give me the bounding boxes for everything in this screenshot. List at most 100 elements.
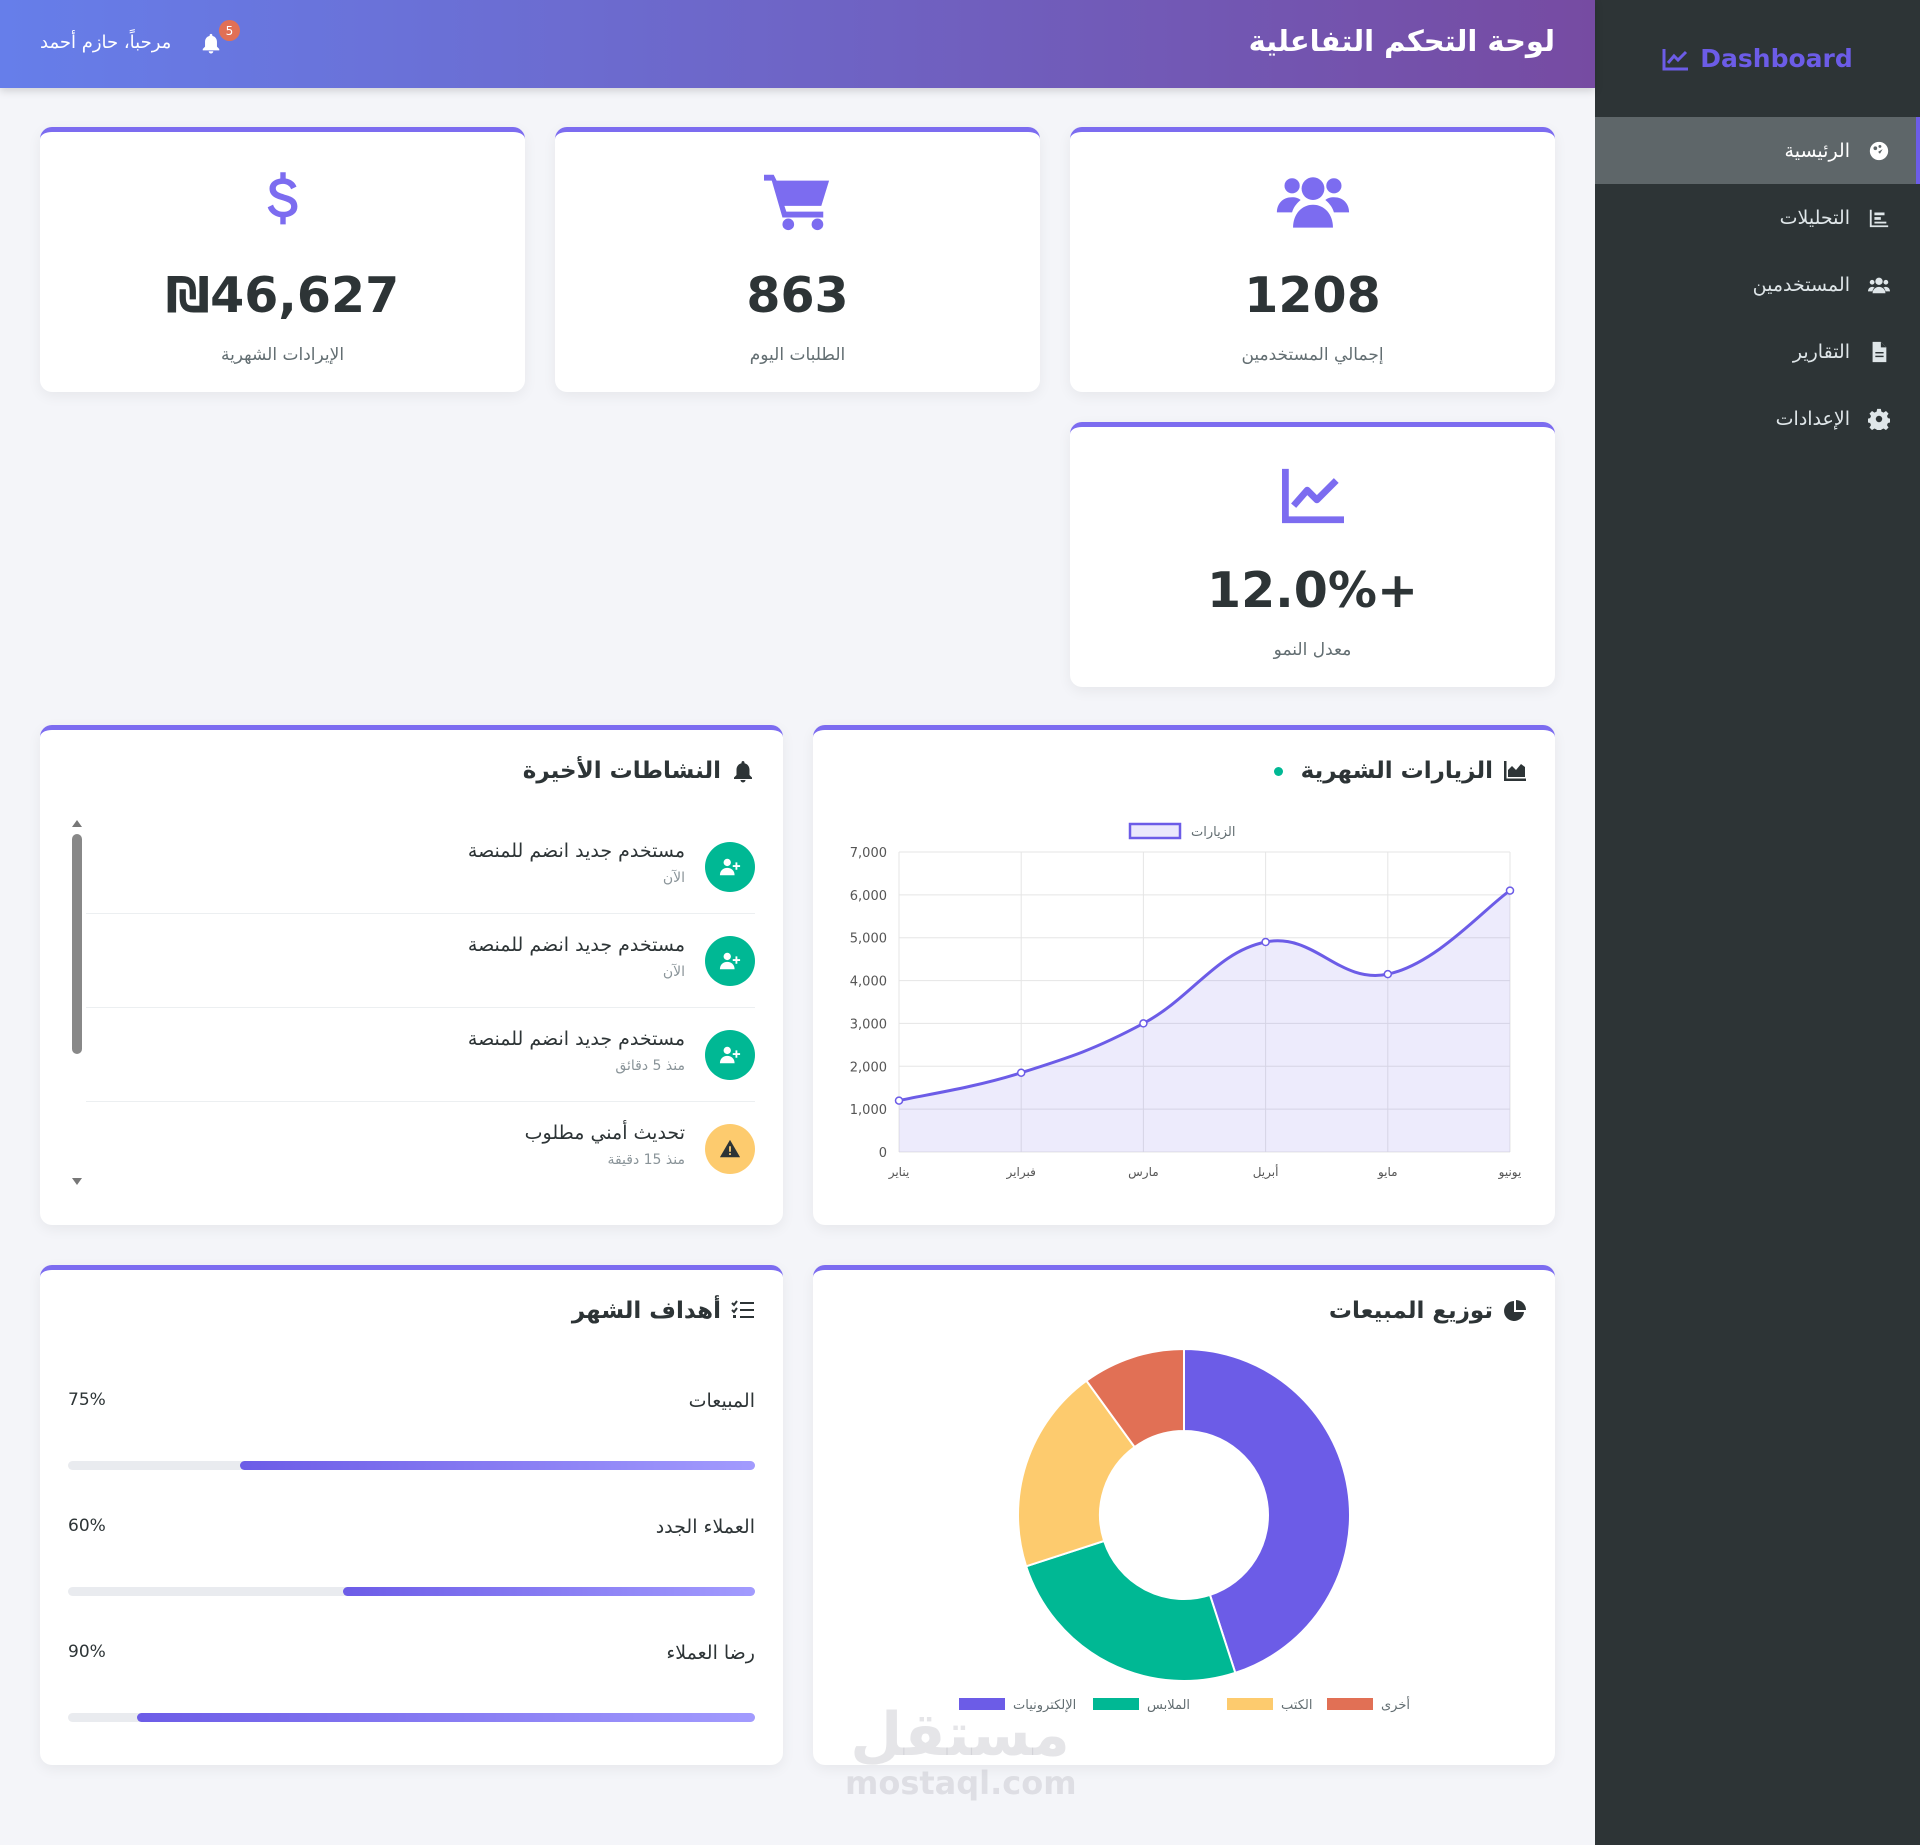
users-icon	[1276, 177, 1349, 228]
list-item[interactable]: تحديث أمني مطلوب منذ 15 دقيقة	[86, 1102, 755, 1196]
sidebar-item-label: التحليلات	[1779, 206, 1850, 229]
data-point[interactable]	[894, 1096, 904, 1105]
sidebar-item-analytics[interactable]: التحليلات	[1595, 184, 1920, 251]
dollar-icon	[267, 172, 297, 225]
stat-value: ₪46,627	[165, 267, 400, 324]
user-greeting[interactable]: مرحباً، حازم أحمد	[40, 32, 172, 53]
watermark-ar: مستقل	[850, 1700, 1070, 1770]
stat-value: 863	[746, 267, 849, 324]
file-icon	[1872, 341, 1887, 362]
data-point[interactable]	[1139, 1019, 1148, 1028]
pie-slice[interactable]	[1085, 1347, 1185, 1449]
visits-title-text: الزيارات الشهرية	[1300, 758, 1493, 784]
watermark-en: mostaql.com	[845, 1764, 1077, 1802]
list-item[interactable]: مستخدم جديد انضم للمنصة منذ 5 دقائق	[86, 1008, 755, 1102]
stat-card-users: 1208 إجمالي المستخدمين	[1070, 127, 1555, 392]
goal-progress-fill	[239, 1461, 755, 1470]
series-line	[898, 889, 1511, 1103]
goal-progress-track	[68, 1461, 755, 1470]
y-tick-label: 0	[879, 1146, 887, 1161]
bar-chart-icon	[1869, 209, 1889, 227]
data-point[interactable]	[1505, 886, 1515, 895]
x-tick-label: مارس	[1128, 1165, 1159, 1180]
notification-badge: 5	[219, 20, 240, 41]
activity-badge	[705, 936, 755, 986]
x-tick-label: فبراير	[1006, 1165, 1036, 1180]
brand[interactable]: Dashboard	[1595, 0, 1920, 117]
visits-line-chart: الزيارات 0 1,000 2,000 3,000 4,000 5,000 6,000 7…	[850, 822, 1521, 1180]
user-plus-icon	[719, 1046, 741, 1064]
pie-slice[interactable]	[1183, 1347, 1351, 1675]
sidebar-item-label: الرئيسية	[1784, 139, 1850, 162]
goals-title: أهداف الشهر	[572, 1298, 755, 1324]
sidebar-item-home[interactable]: الرئيسية	[1595, 117, 1920, 184]
user-plus-icon	[719, 952, 741, 970]
pie-slice[interactable]	[1024, 1539, 1237, 1682]
data-point[interactable]	[1261, 937, 1270, 947]
activities-card: النشاطات الأخيرة مستخدم جديد انضم للمنصة…	[40, 725, 783, 1225]
activity-title: مستخدم جديد انضم للمنصة	[467, 934, 685, 956]
bell-icon	[202, 33, 220, 54]
activity-time: الآن	[662, 870, 685, 886]
activity-title: مستخدم جديد انضم للمنصة	[467, 1028, 685, 1050]
pie-slice[interactable]	[1017, 1379, 1137, 1568]
stat-label: الطلبات اليوم	[749, 345, 846, 365]
cart-icon	[763, 174, 829, 231]
activities-title-text: النشاطات الأخيرة	[522, 758, 721, 784]
visits-title: الزيارات الشهرية	[1273, 758, 1527, 784]
y-tick-label: 4,000	[850, 975, 887, 990]
goal-name: العملاء الجدد	[655, 1516, 755, 1538]
activity-title: تحديث أمني مطلوب	[524, 1122, 685, 1144]
goal-percent: 60%	[68, 1516, 106, 1536]
gear-icon	[1868, 408, 1890, 430]
stat-label: إجمالي المستخدمين	[1241, 345, 1384, 365]
users-icon	[1868, 277, 1890, 293]
activities-scrollbar[interactable]	[72, 820, 82, 1185]
x-tick-label: أبريل	[1253, 1164, 1279, 1180]
sidebar-item-users[interactable]: المستخدمين	[1595, 251, 1920, 318]
line-chart-icon	[1281, 468, 1344, 524]
sidebar-item-label: التقارير	[1792, 340, 1850, 363]
sidebar: Dashboard الرئيسية التحليلات المستخدمين …	[1595, 0, 1920, 1845]
scroll-down-arrow[interactable]	[72, 1178, 82, 1185]
data-point[interactable]	[1016, 1068, 1026, 1077]
legend-swatch	[1093, 1698, 1139, 1710]
goal-progress-track	[68, 1713, 755, 1722]
legend-swatch	[1327, 1698, 1373, 1710]
goal-progress-fill	[136, 1713, 755, 1722]
scroll-thumb[interactable]	[72, 834, 82, 1054]
legend-label: الزيارات	[1191, 825, 1235, 840]
warning-icon	[719, 1139, 741, 1158]
legend-label: أخرى	[1381, 1696, 1410, 1713]
notifications-button[interactable]: 5	[200, 20, 240, 56]
list-item[interactable]: مستخدم جديد انضم للمنصة الآن	[86, 820, 755, 914]
data-point[interactable]	[1383, 969, 1393, 979]
sales-title: توزيع المبيعات	[1329, 1298, 1527, 1324]
goal-row: رضا العملاء 90%	[68, 1642, 755, 1765]
scroll-up-arrow[interactable]	[72, 820, 82, 827]
activities-title: النشاطات الأخيرة	[523, 758, 755, 784]
activities-list: مستخدم جديد انضم للمنصة الآن مستخدم جديد…	[86, 820, 755, 1196]
goal-row: المبيعات 75%	[68, 1390, 755, 1516]
line-chart-icon	[1662, 48, 1689, 70]
activity-time: منذ 5 دقائق	[615, 1058, 685, 1074]
goal-percent: 90%	[68, 1642, 106, 1662]
y-tick-label: 3,000	[850, 1017, 887, 1032]
goal-progress-fill	[342, 1587, 755, 1596]
chart-legend[interactable]: الإلكترونيات الملابس الكتب أخرى	[959, 1696, 1410, 1713]
sidebar-item-settings[interactable]: الإعدادات	[1595, 385, 1920, 452]
y-tick-label: 5,000	[850, 932, 887, 947]
y-tick-label: 6,000	[850, 889, 887, 904]
stat-value: +12.0%	[1206, 562, 1419, 619]
stat-label: الإيرادات الشهرية	[220, 345, 345, 365]
stat-card-revenue: ₪46,627 الإيرادات الشهرية	[40, 127, 525, 392]
list-item[interactable]: مستخدم جديد انضم للمنصة الآن	[86, 914, 755, 1008]
goal-name: المبيعات	[688, 1390, 755, 1412]
y-tick-label: 7,000	[850, 846, 887, 861]
stat-value: 1208	[1244, 267, 1381, 324]
sales-title-text: توزيع المبيعات	[1328, 1298, 1493, 1324]
sidebar-item-reports[interactable]: التقارير	[1595, 318, 1920, 385]
chart-legend[interactable]: الزيارات	[1128, 822, 1235, 840]
sidebar-item-label: المستخدمين	[1752, 273, 1850, 296]
bell-icon	[734, 761, 752, 783]
